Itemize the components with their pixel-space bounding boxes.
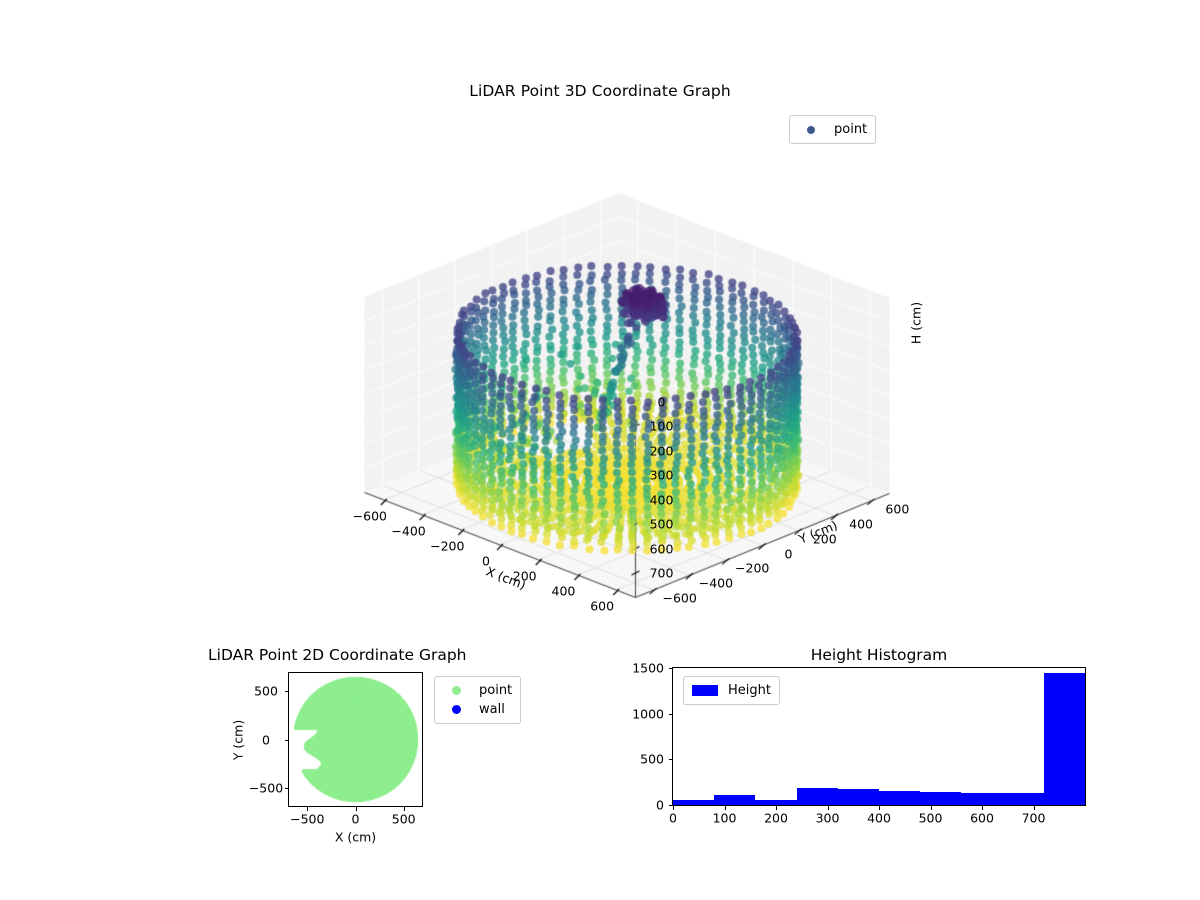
yhist-tick-label: 500 <box>640 752 664 767</box>
xhist-tick-label: 700 <box>1022 811 1046 826</box>
xhist-tick-label: 100 <box>713 811 737 826</box>
xhist-tick-label: 500 <box>919 811 943 826</box>
xhist-tick-label: 0 <box>669 811 677 826</box>
axis-tick-mark <box>669 668 673 669</box>
legend-item-height: Height <box>692 681 771 700</box>
axis-tick-mark <box>725 806 726 810</box>
axis-tick-mark <box>982 806 983 810</box>
yhist-tick-label: 1500 <box>632 661 664 676</box>
axis-tick-mark <box>669 759 673 760</box>
legend-label-height: Height <box>728 683 771 698</box>
figure-canvas: LiDAR Point 3D Coordinate Graph point −6… <box>0 0 1200 900</box>
yhist-tick-label: 0 <box>656 798 664 813</box>
histogram-tick-layer: 0 100 200 300 400 500 600 700 0 500 1000 1500 <box>0 0 1200 900</box>
axis-tick-mark <box>669 714 673 715</box>
xhist-tick-label: 400 <box>867 811 891 826</box>
xhist-tick-label: 600 <box>970 811 994 826</box>
histogram-legend[interactable]: Height <box>683 676 780 705</box>
xhist-tick-label: 200 <box>764 811 788 826</box>
axis-tick-mark <box>673 806 674 810</box>
yhist-tick-label: 1000 <box>632 706 664 721</box>
axis-tick-mark <box>879 806 880 810</box>
axis-tick-mark <box>1034 806 1035 810</box>
height-patch-icon <box>692 685 718 696</box>
xhist-tick-label: 300 <box>816 811 840 826</box>
axis-tick-mark <box>776 806 777 810</box>
axis-tick-mark <box>828 806 829 810</box>
axis-tick-mark <box>669 805 673 806</box>
axis-tick-mark <box>931 806 932 810</box>
